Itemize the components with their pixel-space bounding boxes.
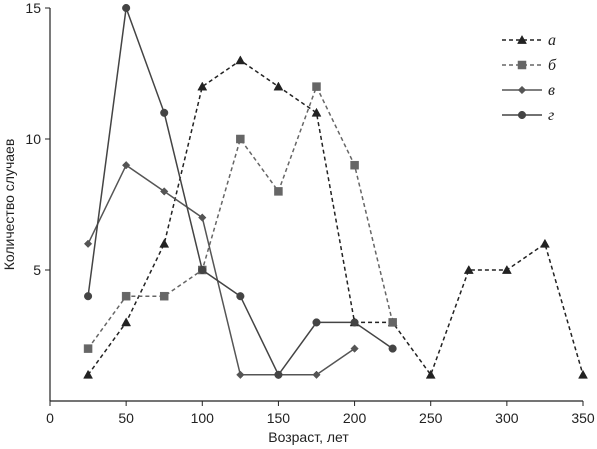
y-tick-label: 15	[25, 0, 41, 16]
x-tick-label: 350	[571, 410, 595, 426]
data-point	[236, 292, 245, 301]
series-line	[87, 59, 584, 377]
data-point	[235, 55, 246, 65]
series-line	[87, 164, 355, 376]
legend-marker	[517, 85, 527, 95]
data-point	[121, 161, 131, 170]
data-point	[122, 3, 131, 13]
data-point	[121, 291, 131, 301]
legend-label: а	[548, 32, 556, 49]
data-point	[350, 344, 359, 353]
x-tick-label: 200	[343, 410, 367, 426]
series-line	[87, 84, 394, 350]
data-point	[83, 369, 93, 379]
data-point	[501, 264, 512, 274]
data-point	[197, 81, 208, 91]
legend-marker	[517, 34, 527, 44]
data-point	[198, 213, 207, 222]
x-tick-label: 300	[495, 410, 519, 426]
data-point	[160, 108, 169, 117]
data-point	[274, 370, 283, 379]
axes: 0 50 100 150 200 250 300 350 5 10 15	[25, 0, 594, 426]
data-point	[236, 134, 245, 144]
legend-item: в	[502, 82, 555, 99]
x-axis-title: Возраст, лет	[268, 429, 349, 445]
legend-item: а	[502, 32, 556, 49]
y-axis-title: Количество случаев	[1, 139, 17, 271]
data-point	[159, 238, 170, 248]
series-2	[83, 82, 397, 353]
x-tick-label: 100	[191, 410, 215, 426]
y-tick-label: 5	[33, 262, 41, 278]
x-tick-label: 250	[419, 410, 443, 426]
legend-label: в	[548, 82, 555, 99]
data-point	[160, 187, 169, 196]
data-point	[83, 239, 93, 248]
data-point	[274, 187, 283, 196]
series-lines	[83, 3, 588, 379]
data-point	[159, 291, 169, 301]
legend-label: г	[548, 107, 554, 124]
data-point	[121, 317, 132, 327]
x-tick-label: 0	[46, 410, 54, 426]
series-4	[84, 3, 397, 379]
series-3	[83, 161, 359, 379]
legend-marker	[517, 110, 527, 120]
data-point	[312, 370, 321, 379]
data-point	[350, 160, 359, 170]
y-tick-label: 10	[25, 131, 41, 147]
legend-marker	[517, 60, 527, 70]
legend-item: г	[502, 107, 554, 124]
data-point	[198, 265, 207, 275]
data-point	[425, 369, 436, 379]
data-point	[312, 318, 321, 327]
legend-label: б	[548, 57, 557, 74]
data-point	[388, 344, 397, 353]
data-point	[388, 318, 397, 327]
x-tick-label: 150	[267, 410, 291, 426]
data-point	[578, 369, 588, 379]
data-point	[463, 264, 474, 274]
data-point	[273, 81, 284, 91]
data-point	[350, 318, 359, 327]
data-point	[236, 370, 245, 379]
data-point	[84, 292, 93, 301]
data-point	[311, 107, 322, 117]
data-point	[540, 238, 550, 248]
data-point	[83, 344, 93, 353]
x-tick-label: 50	[118, 410, 134, 426]
data-point	[312, 82, 321, 91]
series-1	[83, 55, 588, 379]
legend-item: б	[502, 57, 557, 74]
